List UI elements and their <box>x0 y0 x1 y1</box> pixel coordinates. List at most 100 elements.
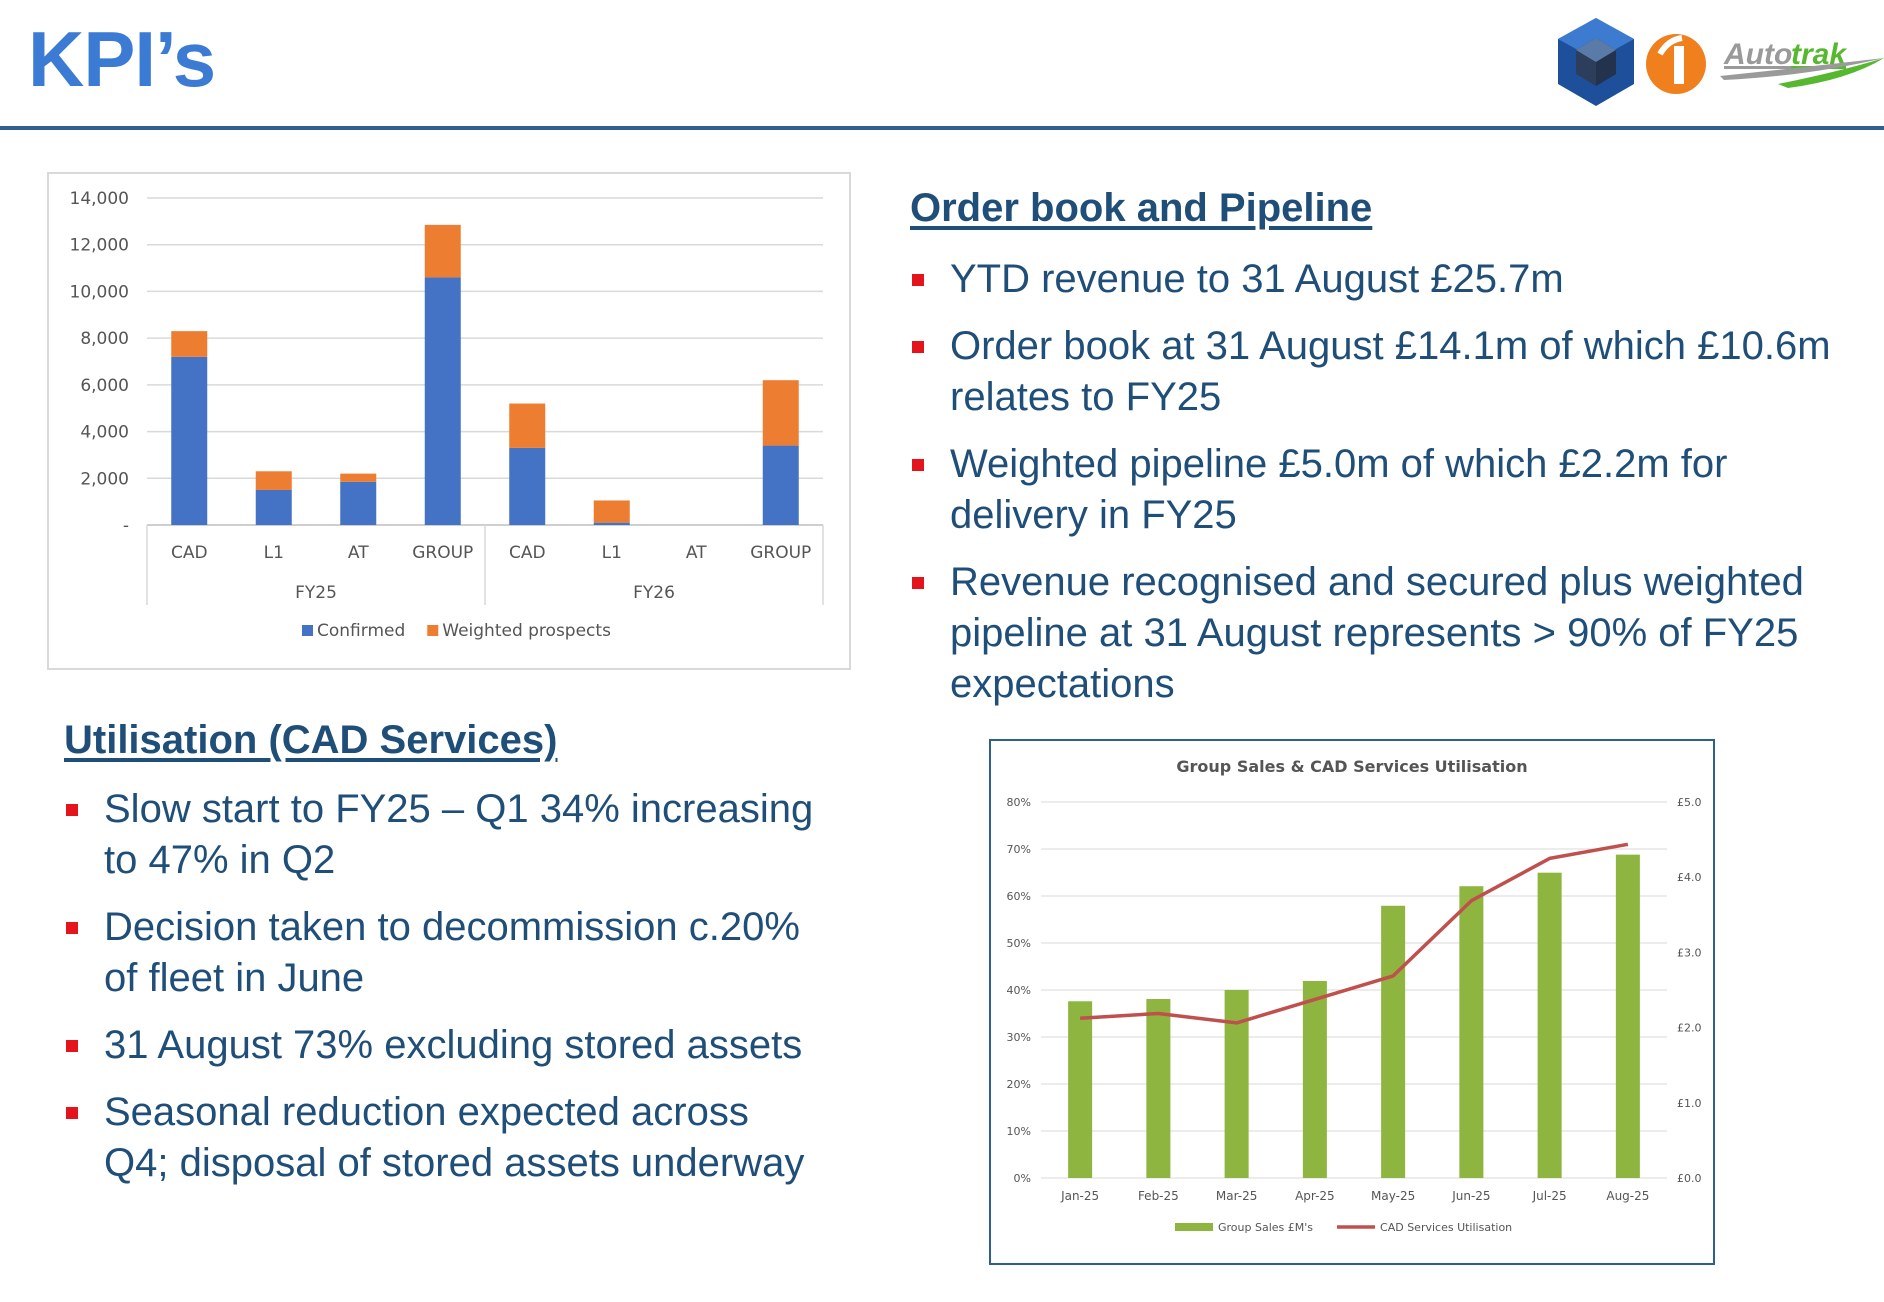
y-tick-label: 6,000 <box>80 376 129 396</box>
utilisation-bullets: Slow start to FY25 – Q1 34% increasing t… <box>64 784 824 1205</box>
y-tick-label: 2,000 <box>80 469 129 489</box>
y-right-tick-label: £2.0 <box>1677 1022 1702 1035</box>
svg-text:Auto: Auto <box>1723 38 1792 71</box>
order-book-chart-svg: - 2,000 4,000 6,000 8,000 10,000 12,000 14,000 C… <box>70 189 824 641</box>
y-tick-label: 12,000 <box>70 236 129 256</box>
bullet-square-icon <box>912 341 924 353</box>
x-tick-label: Jul-25 <box>1532 1189 1567 1203</box>
cube-logo <box>1558 18 1634 106</box>
y-tick-label: 14,000 <box>70 189 129 209</box>
utilisation-bullet: Decision taken to decommission c.20% of … <box>64 902 824 1004</box>
bar-confirmed <box>340 481 377 525</box>
y-tick-label: 10,000 <box>70 282 129 302</box>
x-tick-label: CAD <box>171 543 208 563</box>
bar-confirmed <box>424 277 461 525</box>
legend-label: Group Sales £M's <box>1218 1221 1313 1234</box>
x-tick-label: GROUP <box>412 543 473 563</box>
y-left-tick-label: 20% <box>1007 1078 1031 1091</box>
order-book-bullet: Order book at 31 August £14.1m of which … <box>910 321 1860 423</box>
utilisation-bullet: Seasonal reduction expected across Q4; d… <box>64 1087 824 1189</box>
bar-confirmed <box>509 447 546 525</box>
x-tick-label: AT <box>686 543 707 563</box>
bar-group-sales <box>1381 905 1406 1178</box>
bar-weighted-prospects <box>509 403 546 448</box>
bar-group-sales <box>1068 1001 1093 1178</box>
bar-weighted-prospects <box>762 380 799 446</box>
bar-group-sales <box>1146 999 1171 1178</box>
legend-label: Confirmed <box>317 621 405 641</box>
x-tick-label: GROUP <box>750 543 811 563</box>
x-tick-label: Apr-25 <box>1295 1189 1335 1203</box>
y-tick-label: 8,000 <box>80 329 129 349</box>
page-title: KPI’s <box>28 15 216 103</box>
bullet-square-icon <box>912 459 924 471</box>
group-label: FY25 <box>295 583 337 603</box>
y-left-tick-label: 40% <box>1007 984 1031 997</box>
y-right-tick-label: £4.0 <box>1677 871 1702 884</box>
bullet-square-icon <box>912 577 924 589</box>
x-tick-label: CAD <box>509 543 546 563</box>
x-tick-label: Jun-25 <box>1451 1189 1490 1203</box>
bullet-square-icon <box>66 1107 78 1119</box>
header-divider <box>0 126 1884 130</box>
sales-utilisation-chart-svg: Group Sales & CAD Services Utilisation 0%… <box>1007 757 1702 1234</box>
logo-strip: Auto trak <box>1548 14 1884 110</box>
y-left-tick-label: 80% <box>1007 796 1031 809</box>
legend-label: Weighted prospects <box>442 621 611 641</box>
group-label: FY26 <box>633 583 675 603</box>
bar-group-sales <box>1302 980 1327 1178</box>
bullet-square-icon <box>66 804 78 816</box>
legend-swatch <box>427 625 439 636</box>
bullet-square-icon <box>66 922 78 934</box>
y-left-tick-label: 30% <box>1007 1031 1031 1044</box>
x-tick-label: Feb-25 <box>1138 1189 1179 1203</box>
y-left-tick-label: 10% <box>1007 1125 1031 1138</box>
bar-weighted-prospects <box>340 473 377 482</box>
line-cad-utilisation <box>1080 842 1629 1025</box>
y-left-tick-label: 50% <box>1007 937 1031 950</box>
bar-group-sales <box>1459 886 1484 1178</box>
x-tick-label: Jan-25 <box>1060 1189 1099 1203</box>
y-right-tick-label: £1.0 <box>1677 1097 1702 1110</box>
l1-logo <box>1646 34 1706 94</box>
utilisation-bullet: 31 August 73% excluding stored assets <box>64 1020 824 1071</box>
bar-weighted-prospects <box>255 471 292 490</box>
y-tick-label: - <box>123 516 129 536</box>
legend-label: CAD Services Utilisation <box>1380 1221 1512 1234</box>
order-book-heading: Order book and Pipeline <box>910 186 1373 230</box>
x-tick-label: AT <box>348 543 369 563</box>
bar-confirmed <box>171 356 208 525</box>
x-tick-label: Aug-25 <box>1606 1189 1649 1203</box>
legend-swatch <box>302 625 313 636</box>
utilisation-bullet: Slow start to FY25 – Q1 34% increasing t… <box>64 784 824 886</box>
x-tick-label: L1 <box>264 543 284 563</box>
legend-swatch <box>1175 1223 1213 1231</box>
bullet-square-icon <box>66 1040 78 1052</box>
bar-confirmed <box>762 445 799 525</box>
bar-weighted-prospects <box>171 331 208 357</box>
x-tick-label: Mar-25 <box>1216 1189 1257 1203</box>
bar-weighted-prospects <box>424 224 461 278</box>
bar-weighted-prospects <box>593 500 630 523</box>
y-right-tick-label: £5.0 <box>1677 796 1702 809</box>
y-right-tick-label: £3.0 <box>1677 946 1702 959</box>
autotrak-logo: Auto trak <box>1720 38 1884 88</box>
x-tick-label: L1 <box>602 543 622 563</box>
bar-group-sales <box>1537 872 1562 1178</box>
sales-utilisation-chart: Group Sales & CAD Services Utilisation 0%… <box>989 739 1715 1265</box>
order-book-bullet: Revenue recognised and secured plus weig… <box>910 557 1860 710</box>
y-left-tick-label: 60% <box>1007 890 1031 903</box>
bar-group-sales <box>1224 990 1249 1178</box>
order-book-chart: - 2,000 4,000 6,000 8,000 10,000 12,000 14,000 C… <box>47 172 851 670</box>
order-book-bullet: YTD revenue to 31 August £25.7m <box>910 254 1860 305</box>
utilisation-heading: Utilisation (CAD Services) <box>64 718 558 762</box>
y-tick-label: 4,000 <box>80 423 129 443</box>
order-book-bullet: Weighted pipeline £5.0m of which £2.2m f… <box>910 439 1860 541</box>
y-right-tick-label: £0.0 <box>1677 1172 1702 1185</box>
x-tick-label: May-25 <box>1371 1189 1415 1203</box>
chart-title: Group Sales & CAD Services Utilisation <box>1176 757 1527 776</box>
order-book-bullets: YTD revenue to 31 August £25.7m Order bo… <box>910 254 1860 726</box>
bullet-square-icon <box>912 274 924 286</box>
bar-group-sales <box>1615 854 1640 1178</box>
y-left-tick-label: 70% <box>1007 843 1031 856</box>
